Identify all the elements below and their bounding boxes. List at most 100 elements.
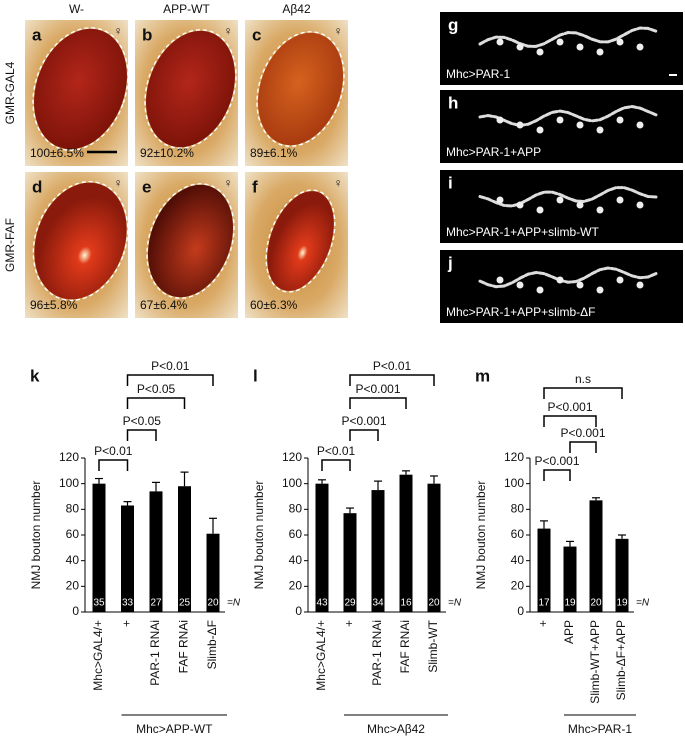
eye-outline [32,27,129,151]
y-tick-label: 80 [66,502,80,516]
bouton [516,121,524,129]
nmj-branch [478,105,658,127]
n-label: 34 [372,598,384,609]
panel-letter: a [32,25,42,44]
bar [315,483,329,612]
bouton [536,206,544,214]
y-tick-label: 40 [66,553,80,567]
bouton [596,206,604,214]
bar [92,483,106,612]
eye-value: 92±10.2% [140,146,194,160]
y-axis-label: NMJ bouton number [29,481,43,590]
eye-outline [144,29,237,149]
bar [589,500,603,612]
significance-label: P<0.01 [317,444,356,458]
significance-label: P<0.001 [560,426,605,440]
bouton [636,121,644,129]
panel-letter: i [448,173,453,192]
n-label: 25 [179,598,191,609]
n-label: 16 [400,598,412,609]
bar [121,505,134,612]
y-tick-label: 100 [59,476,79,490]
nmj-branch [478,186,658,208]
eye-value: 96±5.8% [30,298,78,312]
bouton [536,286,544,294]
panel-letter: k [30,366,40,385]
column-header: W- [69,2,84,16]
y-tick-label: 80 [289,502,303,516]
significance-label: P<0.01 [373,359,412,373]
panel-letter: c [252,25,261,44]
y-tick-label: 60 [511,527,525,541]
n-label: 19 [564,598,576,609]
n-label: 19 [616,598,628,609]
bouton [496,196,504,204]
panel-letter: j [447,253,453,272]
bouton [516,43,524,51]
y-axis-label: NMJ bouton number [474,481,488,590]
bouton [556,38,564,46]
x-tick-label: Slimb-WT+APP [588,620,602,704]
nmj-label: Mhc>PAR-1+APP+slimb-WT [446,225,599,239]
x-tick-label: Mhc>GAL4/+ [91,620,105,691]
bouton [576,121,584,129]
y-tick-label: 0 [295,604,302,618]
bar [149,491,163,612]
x-tick-label: Slimb-WT [426,619,440,672]
significance-bracket [543,387,623,399]
eye-outline [256,31,345,147]
n-label: 35 [93,598,105,609]
bouton [556,276,564,284]
y-tick-label: 120 [504,450,524,464]
eye-value: 89±6.1% [250,146,298,160]
x-tick-label: FAF RNAi [398,620,412,673]
row-label: GMR-GAL4 [3,61,17,124]
bar [206,533,220,612]
bouton [496,38,504,46]
significance-bracket [349,374,435,386]
y-tick-label: 40 [511,553,525,567]
significance-label: P<0.05 [123,414,162,428]
bar [371,490,385,612]
column-header: APP-WT [163,2,210,16]
group-label: Mhc>Aβ42 [367,722,425,736]
bouton [556,196,564,204]
significance-bracket [349,429,379,441]
group-label: Mhc>APP-WT [136,722,213,736]
bouton [536,126,544,134]
bouton [636,201,644,209]
bar [178,486,191,612]
x-tick-label: Slimb-ΔF+APP [614,620,628,700]
bouton [616,196,624,204]
n-label: 43 [316,598,328,609]
significance-bracket [569,441,597,453]
group-label: Mhc>PAR-1 [568,722,632,736]
y-tick-label: 20 [289,579,303,593]
bar [343,513,357,612]
bar [563,546,577,612]
row-label: GMR-FAF [3,218,17,272]
bouton [616,116,624,124]
bouton [636,281,644,289]
x-tick-label: APP [562,620,576,644]
nmj-branch [478,266,658,289]
y-tick-label: 20 [66,579,80,593]
y-tick-label: 100 [504,476,524,490]
bouton [496,276,504,284]
panel-letter: g [448,15,458,34]
y-tick-label: 120 [59,450,79,464]
n-suffix: =N [448,598,462,609]
eye-value: 67±6.4% [140,298,188,312]
x-tick-label: PAR-1 RNAi [148,620,162,686]
n-label: 20 [590,598,602,609]
eye-value: 100±6.5% [30,146,84,160]
panel-letter: b [142,25,152,44]
eye [147,184,234,298]
nmj-label: Mhc>PAR-1+APP [446,145,541,159]
significance-bracket [321,459,351,471]
eye-outline [265,189,336,293]
eye [34,182,127,300]
n-label: 29 [344,598,356,609]
bouton [536,48,544,56]
eye-outline [32,180,129,302]
